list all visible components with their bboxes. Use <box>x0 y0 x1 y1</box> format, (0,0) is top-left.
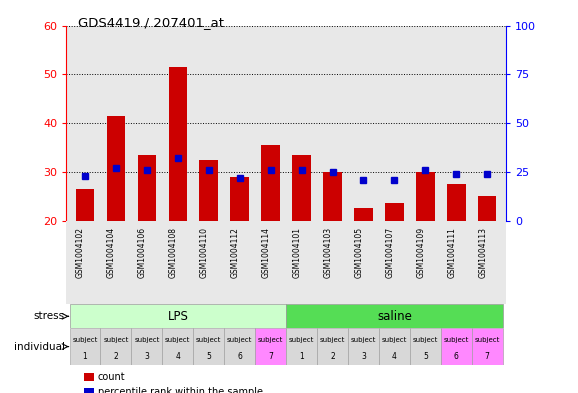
Text: subject: subject <box>72 337 98 343</box>
Bar <box>478 196 497 220</box>
Text: 3: 3 <box>144 352 149 361</box>
Bar <box>323 172 342 220</box>
Text: GSM1004104: GSM1004104 <box>107 227 116 278</box>
Bar <box>107 116 125 220</box>
Bar <box>199 160 218 220</box>
Text: 7: 7 <box>268 352 273 361</box>
Bar <box>69 304 286 329</box>
Text: subject: subject <box>258 337 283 343</box>
Text: subject: subject <box>351 337 376 343</box>
Bar <box>472 329 503 365</box>
Text: GSM1004103: GSM1004103 <box>324 227 332 278</box>
Text: subject: subject <box>381 337 407 343</box>
Text: GSM1004112: GSM1004112 <box>231 227 240 278</box>
Text: subject: subject <box>475 337 500 343</box>
Text: subject: subject <box>413 337 438 343</box>
Bar <box>193 329 224 365</box>
Bar <box>410 329 441 365</box>
Text: 5: 5 <box>206 352 211 361</box>
Bar <box>416 172 435 220</box>
Bar <box>76 189 94 220</box>
Bar <box>261 145 280 220</box>
Text: subject: subject <box>320 337 345 343</box>
Text: GSM1004102: GSM1004102 <box>76 227 85 278</box>
Text: GSM1004108: GSM1004108 <box>169 227 178 278</box>
Text: 6: 6 <box>238 352 242 361</box>
Text: 1: 1 <box>299 352 304 361</box>
Text: 2: 2 <box>330 352 335 361</box>
Text: GSM1004113: GSM1004113 <box>478 227 487 278</box>
Bar <box>379 329 410 365</box>
Text: GSM1004101: GSM1004101 <box>292 227 302 278</box>
Legend: count, percentile rank within the sample: count, percentile rank within the sample <box>80 368 266 393</box>
Text: 5: 5 <box>423 352 428 361</box>
Text: LPS: LPS <box>168 310 188 323</box>
Bar <box>101 329 131 365</box>
Text: subject: subject <box>196 337 221 343</box>
Bar <box>162 329 193 365</box>
Text: GSM1004106: GSM1004106 <box>138 227 147 278</box>
Text: 6: 6 <box>454 352 459 361</box>
Bar <box>138 155 156 220</box>
Bar <box>224 329 255 365</box>
Text: 3: 3 <box>361 352 366 361</box>
Text: 4: 4 <box>175 352 180 361</box>
Bar <box>286 304 503 329</box>
Text: 2: 2 <box>114 352 118 361</box>
Text: GSM1004109: GSM1004109 <box>416 227 425 278</box>
Bar <box>69 329 101 365</box>
Text: subject: subject <box>227 337 253 343</box>
Text: 7: 7 <box>485 352 490 361</box>
Text: 4: 4 <box>392 352 397 361</box>
Text: subject: subject <box>103 337 129 343</box>
Bar <box>348 329 379 365</box>
Text: stress: stress <box>34 311 65 321</box>
Text: subject: subject <box>443 337 469 343</box>
Text: GSM1004107: GSM1004107 <box>386 227 394 278</box>
Bar <box>317 329 348 365</box>
Bar <box>292 155 311 220</box>
Text: individual: individual <box>14 342 65 352</box>
Bar <box>255 329 286 365</box>
Text: saline: saline <box>377 310 412 323</box>
Bar <box>286 329 317 365</box>
Text: GSM1004114: GSM1004114 <box>262 227 271 278</box>
Text: GDS4419 / 207401_at: GDS4419 / 207401_at <box>78 16 224 29</box>
Bar <box>441 329 472 365</box>
Bar <box>447 184 465 220</box>
Bar <box>231 177 249 220</box>
Text: subject: subject <box>165 337 191 343</box>
Text: GSM1004110: GSM1004110 <box>200 227 209 278</box>
Text: GSM1004111: GSM1004111 <box>447 227 456 278</box>
Text: subject: subject <box>289 337 314 343</box>
Bar <box>385 204 403 220</box>
Bar <box>354 208 373 220</box>
Bar <box>131 329 162 365</box>
Bar <box>169 67 187 220</box>
Text: subject: subject <box>134 337 160 343</box>
Text: GSM1004105: GSM1004105 <box>354 227 364 278</box>
Text: 1: 1 <box>83 352 87 361</box>
